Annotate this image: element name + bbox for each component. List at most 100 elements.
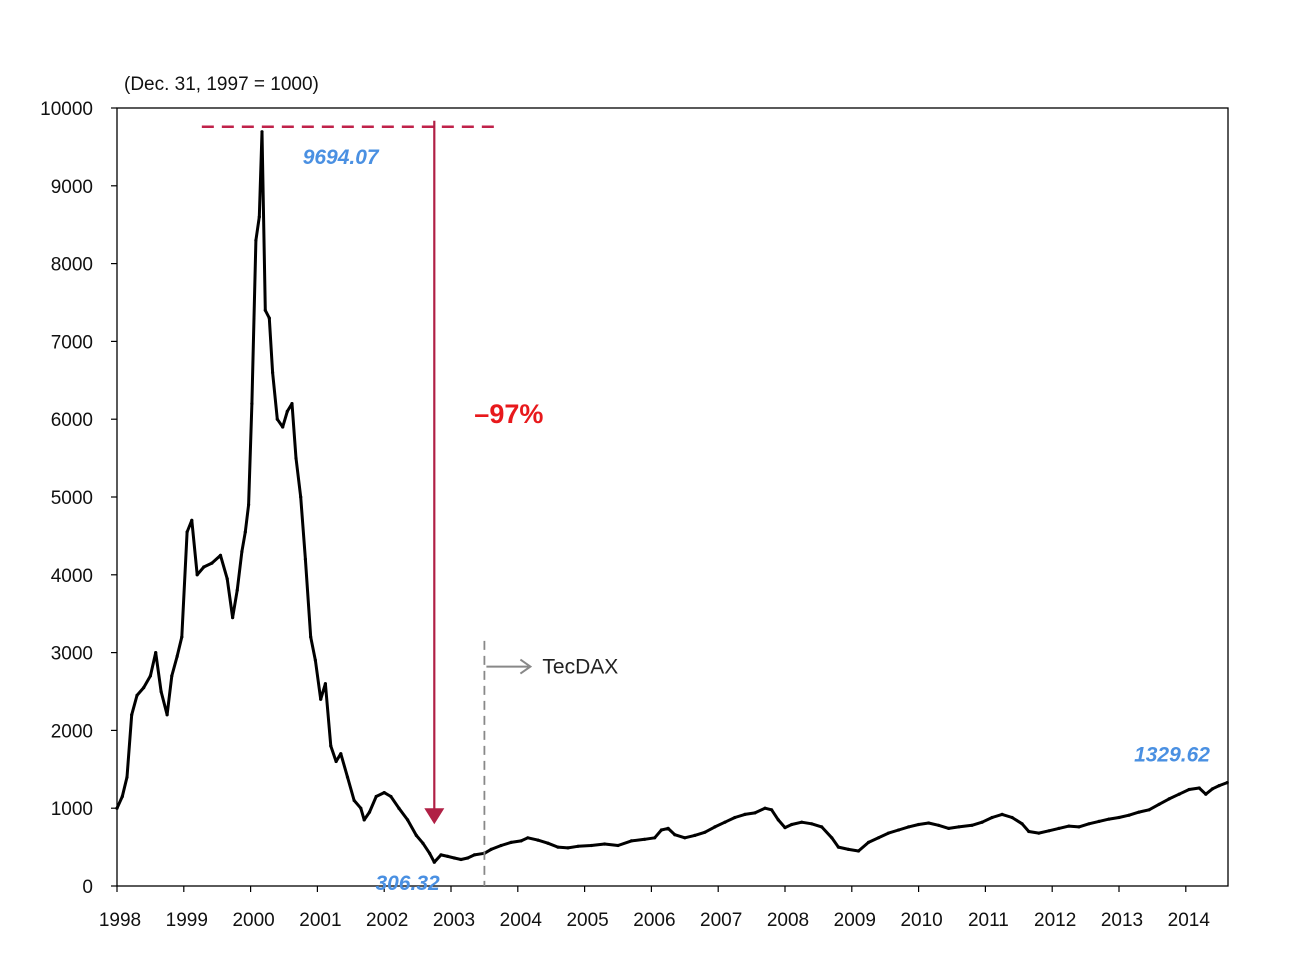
data-point xyxy=(148,674,152,678)
tecdax-label: TecDAX xyxy=(542,656,618,679)
data-point xyxy=(472,853,476,857)
tecdax-arrow-head xyxy=(519,658,533,675)
data-point xyxy=(1027,829,1031,834)
data-point xyxy=(257,215,261,219)
drop-arrow-head xyxy=(424,808,445,825)
data-point xyxy=(683,836,687,840)
peak-value-label: 9694.07 xyxy=(303,146,380,169)
x-axis: 1998 1999 2000 2001 2002 2003 2004 2005 2006 2007… xyxy=(99,886,1211,931)
data-point xyxy=(1177,792,1181,796)
data-point xyxy=(1210,787,1215,791)
data-point xyxy=(957,825,961,829)
data-point xyxy=(830,836,834,840)
x-tick-label: 2014 xyxy=(1168,910,1211,931)
data-point xyxy=(352,798,356,803)
x-tick-label: 2006 xyxy=(633,910,675,931)
data-point xyxy=(566,846,570,850)
data-point xyxy=(271,370,275,375)
data-point xyxy=(643,837,647,841)
trough-value-label: 306.32 xyxy=(375,872,440,895)
data-point xyxy=(303,557,307,561)
y-tick-label: 9000 xyxy=(51,177,93,198)
x-tick-label: 2002 xyxy=(366,910,408,931)
y-tick-label: 8000 xyxy=(51,255,93,276)
data-point xyxy=(323,682,327,686)
data-point xyxy=(294,456,298,460)
data-point xyxy=(1097,819,1101,824)
x-tick-label: 2010 xyxy=(900,910,942,931)
last-value-label: 1329.62 xyxy=(1134,744,1210,767)
x-tick-label: 2003 xyxy=(433,910,475,931)
data-point xyxy=(389,794,393,799)
data-point xyxy=(836,845,841,849)
data-point xyxy=(466,856,470,860)
data-point xyxy=(1117,815,1121,820)
y-tick-label: 10000 xyxy=(40,99,93,120)
data-point xyxy=(876,836,881,840)
data-point xyxy=(285,409,289,413)
drop-percent-label: –97% xyxy=(474,399,543,429)
plot-frame xyxy=(116,107,1229,887)
data-point xyxy=(432,860,436,864)
data-point xyxy=(120,794,124,799)
data-point xyxy=(142,686,146,690)
data-point xyxy=(235,588,239,593)
data-point xyxy=(1077,825,1081,829)
data-point xyxy=(374,794,378,799)
data-point xyxy=(499,843,503,848)
data-point xyxy=(345,775,350,779)
x-tick-label: 2004 xyxy=(500,910,543,931)
data-point xyxy=(856,849,861,853)
data-point xyxy=(653,836,657,840)
y-tick-label: 2000 xyxy=(51,721,93,742)
data-point xyxy=(170,674,174,678)
data-point xyxy=(666,826,670,831)
data-point xyxy=(180,635,184,639)
x-tick-label: 2005 xyxy=(566,910,608,931)
data-point xyxy=(1037,831,1041,835)
data-point xyxy=(446,854,450,859)
base-note: (Dec. 31, 1997 = 1000) xyxy=(124,74,319,95)
data-point xyxy=(309,635,313,639)
data-point xyxy=(115,806,119,810)
data-point xyxy=(231,616,235,620)
data-point xyxy=(1057,826,1061,831)
data-point xyxy=(414,833,418,838)
data-point xyxy=(1167,797,1171,801)
data-point xyxy=(866,840,871,845)
data-point xyxy=(1197,786,1201,790)
data-point xyxy=(753,811,757,815)
x-tick-label: 1999 xyxy=(166,910,208,931)
data-point xyxy=(536,838,540,842)
data-point xyxy=(159,689,163,694)
data-point xyxy=(1067,824,1071,828)
data-point xyxy=(603,842,607,846)
data-point xyxy=(459,857,463,862)
x-tick-label: 2011 xyxy=(968,910,1009,931)
data-point xyxy=(763,806,767,810)
data-point xyxy=(1127,813,1131,817)
data-point xyxy=(947,826,951,831)
data-point xyxy=(790,822,794,827)
data-point xyxy=(367,810,372,814)
data-point xyxy=(673,833,677,837)
data-point xyxy=(247,503,251,507)
data-point xyxy=(629,839,634,843)
data-point xyxy=(1087,822,1091,826)
data-point xyxy=(250,402,254,406)
data-point xyxy=(439,853,443,857)
data-point xyxy=(1147,808,1151,812)
y-tick-label: 7000 xyxy=(51,332,93,353)
data-point xyxy=(927,821,931,825)
data-point xyxy=(776,818,780,822)
data-point xyxy=(275,417,279,421)
data-point xyxy=(1107,817,1111,821)
data-point xyxy=(723,820,727,824)
y-axis: 0 1000 2000 3000 4000 5000 6000 7000 8000 9000 100… xyxy=(40,99,117,898)
data-point xyxy=(1217,784,1221,788)
data-point xyxy=(125,775,129,779)
x-tick-label: 2008 xyxy=(767,910,809,931)
data-point xyxy=(713,825,717,829)
data-point xyxy=(1047,829,1051,833)
data-point xyxy=(263,308,267,312)
